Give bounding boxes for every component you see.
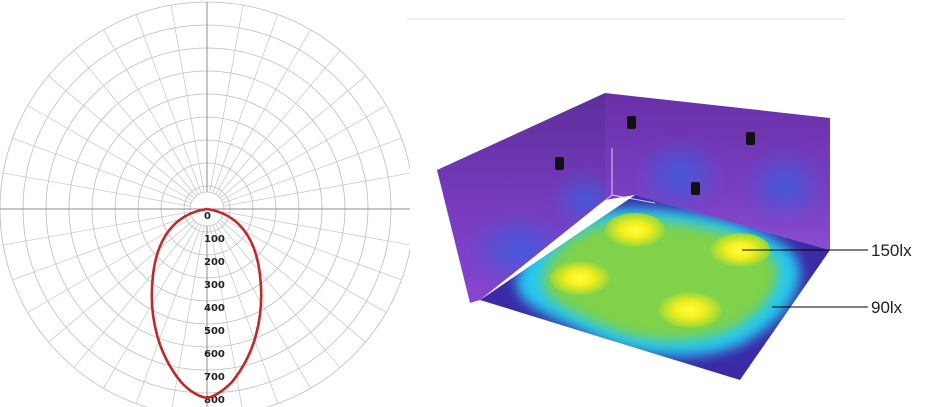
luminaire-icon [691, 182, 700, 195]
tick-label-300: 300 [204, 280, 225, 291]
tick-label-400: 400 [204, 303, 225, 314]
grid-spoke [217, 221, 341, 368]
grid-spoke [3, 211, 191, 246]
grid-spoke [73, 50, 197, 197]
callout-label-90lx: 90lx [871, 298, 903, 317]
grid-spoke [12, 137, 192, 204]
grid-spoke [48, 219, 195, 343]
grid-spoke [221, 105, 387, 201]
callout-150lx: 150lx [742, 241, 912, 260]
grid-spoke [12, 214, 192, 281]
light-spot-back [605, 213, 665, 247]
grid-spoke [103, 29, 199, 195]
light-spot-left [550, 261, 610, 295]
grid-spoke [223, 172, 410, 207]
grid-spoke [223, 211, 410, 246]
grid-spoke [212, 14, 279, 194]
tick-label-700: 700 [204, 372, 225, 383]
grid-spoke [222, 137, 402, 204]
light-spot-right [710, 233, 770, 267]
grid-spoke [135, 14, 202, 194]
grid-spoke [215, 29, 311, 195]
tick-label-600: 600 [204, 349, 225, 360]
grid-spoke [212, 224, 279, 404]
grid-spoke [222, 214, 402, 281]
grid-spoke [171, 225, 205, 407]
grid-spoke [135, 224, 202, 404]
grid-spoke [221, 217, 387, 313]
polar-distribution-diagram: 0 100 200 300 400 500 600 700 800 [0, 1, 410, 407]
back-wall [605, 93, 830, 250]
tick-label-0: 0 [204, 211, 211, 222]
light-spot-front [658, 292, 722, 328]
tick-label-100: 100 [204, 234, 225, 245]
grid-spoke [209, 5, 244, 193]
grid-spoke [219, 75, 366, 199]
grid-spoke [215, 223, 311, 389]
grid-spoke [219, 219, 366, 343]
callout-90lx: 90lx [772, 298, 903, 317]
luminaire-icon [627, 116, 636, 129]
grid-spoke [217, 50, 341, 197]
luminaire-icon [746, 132, 755, 145]
intensity-curve [150, 207, 263, 400]
tick-label-800: 800 [204, 395, 225, 406]
luminaires [555, 116, 755, 195]
luminaire-icon [555, 157, 564, 170]
callout-label-150lx: 150lx [871, 241, 912, 260]
floor-illuminance [480, 195, 830, 380]
tick-label-500: 500 [204, 326, 225, 337]
axes-gizmo [592, 148, 656, 211]
grid-spoke [27, 105, 193, 201]
grid-spoke [73, 221, 197, 368]
polar-grid [0, 1, 410, 407]
tick-label-200: 200 [204, 257, 225, 268]
grid-spoke [170, 5, 205, 193]
grid-spoke [27, 217, 193, 313]
grid-spoke [209, 225, 243, 407]
grid-spoke [48, 75, 195, 199]
radial-tick-labels: 0 100 200 300 400 500 600 700 800 [204, 211, 225, 406]
grid-spoke [3, 172, 191, 207]
